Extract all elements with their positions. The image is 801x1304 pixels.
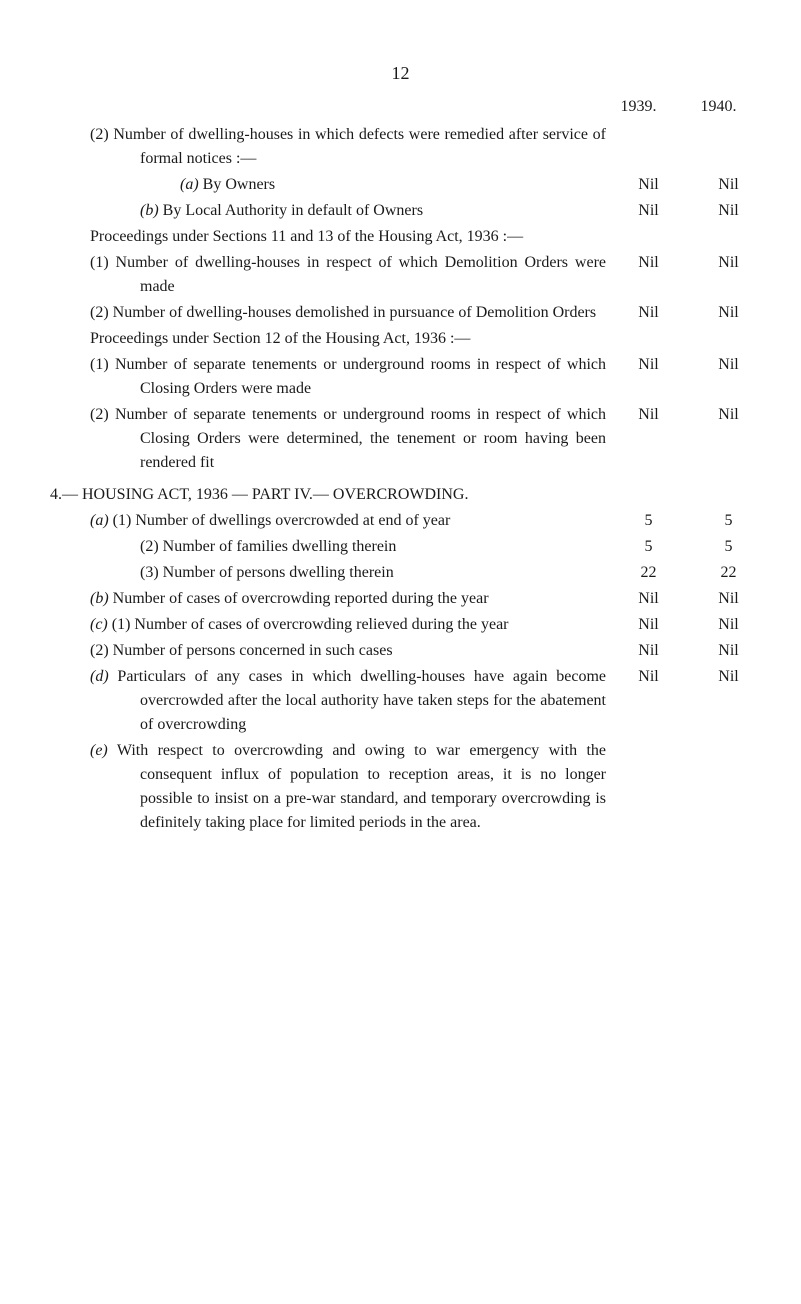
value-1939: Nil — [626, 665, 671, 689]
row-main-text: (1) Number of cases of overcrowding reli… — [108, 616, 509, 633]
year-headers: 1939. 1940. — [50, 95, 751, 119]
value-1939: Nil — [626, 639, 671, 663]
row-text: (a) By Owners — [50, 173, 626, 197]
value-1939: Nil — [626, 199, 671, 223]
row-main-text: Number of cases of overcrowding reported… — [109, 590, 489, 607]
row-prefix: (b) — [90, 590, 109, 607]
row-prefix: (b) — [140, 202, 159, 219]
document-row: (b) Number of cases of overcrowding repo… — [50, 587, 751, 611]
document-row: (2) Number of families dwelling therein5… — [50, 535, 751, 559]
document-row: (a) By OwnersNilNil — [50, 173, 751, 197]
row-text: (2) Number of dwelling-houses in which d… — [50, 123, 626, 171]
row-main-text: With respect to overcrowding and owing t… — [108, 742, 606, 831]
row-main-text: By Owners — [199, 176, 275, 193]
value-1940: Nil — [706, 353, 751, 377]
document-row: Proceedings under Section 12 of the Hous… — [50, 327, 751, 351]
document-row: (a) (1) Number of dwellings overcrowded … — [50, 509, 751, 533]
value-1939: Nil — [626, 587, 671, 611]
row-text: (1) Number of dwelling-houses in respect… — [50, 251, 626, 299]
value-1939: Nil — [626, 173, 671, 197]
value-1940: Nil — [706, 199, 751, 223]
row-prefix: (e) — [90, 742, 108, 759]
value-1940: Nil — [706, 251, 751, 275]
document-row: (2) Number of separate tenements or unde… — [50, 403, 751, 475]
value-1940: Nil — [706, 613, 751, 637]
document-row: (2) Number of dwelling-houses demolished… — [50, 301, 751, 325]
row-text: (2) Number of families dwelling therein — [50, 535, 626, 559]
row-text: (2) Number of dwelling-houses demolished… — [50, 301, 626, 325]
row-text: Proceedings under Sections 11 and 13 of … — [50, 225, 626, 249]
value-1939: Nil — [626, 353, 671, 377]
row-text: (1) Number of separate tenements or unde… — [50, 353, 626, 401]
row-text: (c) (1) Number of cases of overcrowding … — [50, 613, 626, 637]
document-row: Proceedings under Sections 11 and 13 of … — [50, 225, 751, 249]
document-row: (c) (1) Number of cases of overcrowding … — [50, 613, 751, 637]
value-1939: Nil — [626, 403, 671, 427]
year-1940-header: 1940. — [696, 95, 741, 119]
value-1939: 5 — [626, 535, 671, 559]
row-text: (2) Number of separate tenements or unde… — [50, 403, 626, 475]
value-1940: 22 — [706, 561, 751, 585]
year-1939-header: 1939. — [616, 95, 661, 119]
value-1940: Nil — [706, 403, 751, 427]
document-row: (2) Number of persons concerned in such … — [50, 639, 751, 663]
row-prefix: (a) — [180, 176, 199, 193]
row-main-text: By Local Authority in default of Owners — [159, 202, 423, 219]
value-1939: Nil — [626, 251, 671, 275]
row-text: (e) With respect to overcrowding and owi… — [50, 739, 626, 835]
value-1940: Nil — [706, 665, 751, 689]
value-1939: 5 — [626, 509, 671, 533]
row-text: (a) (1) Number of dwellings overcrowded … — [50, 509, 626, 533]
value-1940: Nil — [706, 173, 751, 197]
row-prefix: (a) — [90, 512, 109, 529]
value-1940: Nil — [706, 587, 751, 611]
row-text: (3) Number of persons dwelling therein — [50, 561, 626, 585]
value-1939: Nil — [626, 301, 671, 325]
page-number: 12 — [50, 60, 751, 87]
document-row: (3) Number of persons dwelling therein22… — [50, 561, 751, 585]
row-text: Proceedings under Section 12 of the Hous… — [50, 327, 626, 351]
row-text: (b) By Local Authority in default of Own… — [50, 199, 626, 223]
document-row: 4.— HOUSING ACT, 1936 — PART IV.— OVERCR… — [50, 477, 751, 507]
row-text: (d) Particulars of any cases in which dw… — [50, 665, 626, 737]
document-row: (1) Number of dwelling-houses in respect… — [50, 251, 751, 299]
document-row: (d) Particulars of any cases in which dw… — [50, 665, 751, 737]
document-row: (1) Number of separate tenements or unde… — [50, 353, 751, 401]
value-1940: Nil — [706, 639, 751, 663]
value-1940: 5 — [706, 509, 751, 533]
row-text: 4.— HOUSING ACT, 1936 — PART IV.— OVERCR… — [50, 483, 626, 507]
document-row: (2) Number of dwelling-houses in which d… — [50, 123, 751, 171]
value-1939: 22 — [626, 561, 671, 585]
value-1940: Nil — [706, 301, 751, 325]
value-1939: Nil — [626, 613, 671, 637]
value-1940: 5 — [706, 535, 751, 559]
document-content: (2) Number of dwelling-houses in which d… — [50, 123, 751, 835]
row-prefix: (d) — [90, 668, 109, 685]
document-row: (e) With respect to overcrowding and owi… — [50, 739, 751, 835]
document-row: (b) By Local Authority in default of Own… — [50, 199, 751, 223]
row-main-text: (1) Number of dwellings overcrowded at e… — [109, 512, 451, 529]
row-main-text: Particulars of any cases in which dwelli… — [109, 668, 606, 733]
row-text: (2) Number of persons concerned in such … — [50, 639, 626, 663]
row-prefix: (c) — [90, 616, 108, 633]
row-text: (b) Number of cases of overcrowding repo… — [50, 587, 626, 611]
